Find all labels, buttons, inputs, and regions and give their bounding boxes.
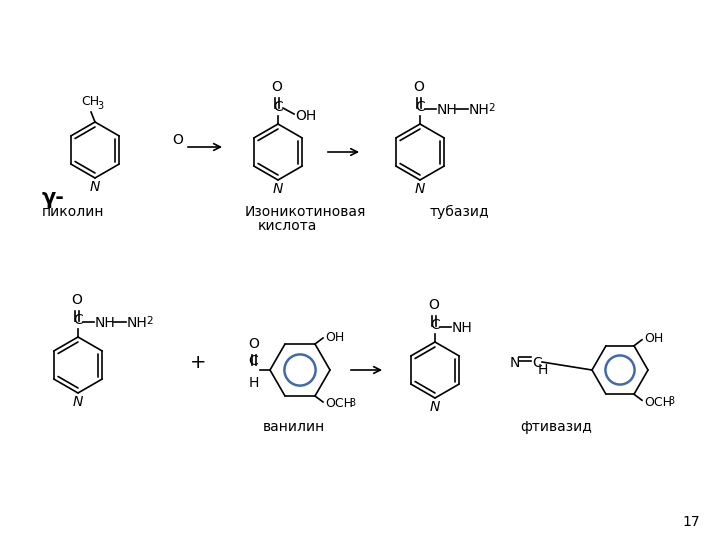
Text: OH: OH	[325, 330, 344, 343]
Text: 3: 3	[97, 101, 103, 111]
Text: C: C	[248, 354, 258, 368]
Text: NH: NH	[469, 103, 490, 117]
Text: 2: 2	[488, 103, 495, 113]
Text: C: C	[73, 313, 83, 327]
Text: 3: 3	[668, 396, 674, 406]
Text: H: H	[249, 376, 259, 390]
Text: C: C	[273, 100, 283, 114]
Text: тубазид: тубазид	[430, 205, 490, 219]
Text: OH: OH	[644, 332, 663, 345]
Text: ванилин: ванилин	[263, 420, 325, 434]
Text: O: O	[428, 298, 439, 312]
Text: NH: NH	[95, 316, 116, 330]
Text: O: O	[248, 337, 259, 351]
Text: пиколин: пиколин	[42, 205, 104, 219]
Text: NH: NH	[452, 321, 473, 335]
Text: N: N	[90, 180, 100, 194]
Text: C: C	[415, 100, 425, 114]
Text: O: O	[173, 133, 184, 147]
Text: O: O	[413, 80, 424, 94]
Text: N: N	[415, 182, 426, 196]
Text: фтивазид: фтивазид	[520, 420, 592, 434]
Text: O: O	[71, 293, 82, 307]
Text: N: N	[273, 182, 283, 196]
Text: NH: NH	[437, 103, 458, 117]
Text: N: N	[430, 400, 440, 414]
Text: Изоникотиновая: Изоникотиновая	[245, 205, 366, 219]
Text: кислота: кислота	[258, 219, 318, 233]
Text: OCH: OCH	[325, 397, 353, 410]
Text: OH: OH	[295, 109, 316, 123]
Text: N: N	[73, 395, 84, 409]
Text: O: O	[271, 80, 282, 94]
Text: CH: CH	[81, 95, 99, 108]
Text: H: H	[538, 363, 549, 377]
Text: NH: NH	[127, 316, 148, 330]
Text: C: C	[532, 356, 541, 370]
Text: OCH: OCH	[644, 396, 672, 409]
Text: 17: 17	[683, 515, 700, 529]
Text: 3: 3	[349, 398, 355, 408]
Text: γ-: γ-	[42, 188, 65, 208]
Text: C: C	[430, 318, 440, 332]
Text: N: N	[510, 356, 521, 370]
Text: 2: 2	[146, 316, 153, 326]
Text: +: +	[190, 353, 206, 372]
